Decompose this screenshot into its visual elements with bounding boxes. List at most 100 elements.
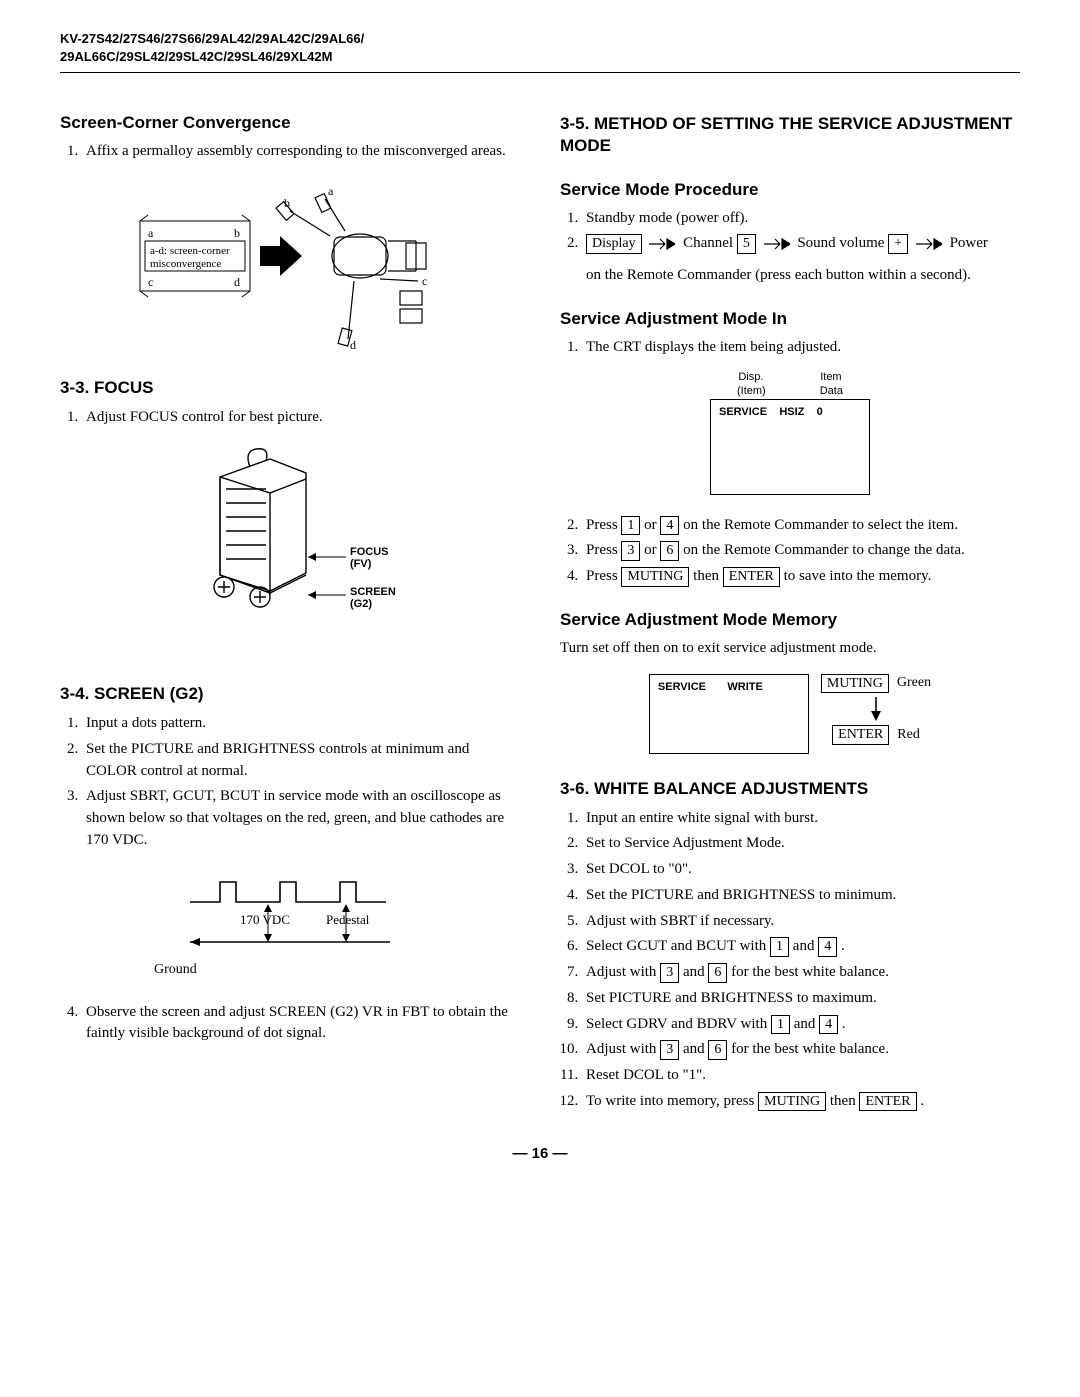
svg-text:170 VDC: 170 VDC [240, 912, 290, 927]
proc-tail: on the Remote Commander (press each butt… [586, 265, 1020, 287]
svg-text:d: d [350, 338, 356, 351]
svg-text:SCREEN: SCREEN [350, 586, 396, 598]
crt-data: Data [820, 385, 843, 397]
modein-s2: Press 1 or 4 on the Remote Commander to … [582, 515, 1020, 537]
key-muting-2: MUTING [821, 674, 889, 694]
page-number: — 16 — [60, 1145, 1020, 1162]
crt-figure: Disp. Item (Item) Data SERVICE HSIZ 0 [710, 371, 870, 495]
corner-title: Screen-Corner Convergence [60, 113, 520, 133]
left-column: Screen-Corner Convergence Affix a permal… [60, 113, 520, 1116]
key-5: 5 [737, 234, 756, 254]
proc-s1: Standby mode (power off). [582, 208, 1020, 230]
crt-hsiz: HSIZ [779, 406, 804, 418]
permalloy-figure: a b a-d: screen-corner misconvergence c … [60, 181, 520, 351]
method-title: 3-5. METHOD OF SETTING THE SERVICE ADJUS… [560, 113, 1020, 157]
arrow-icon [649, 238, 675, 250]
mem-green: Green [897, 675, 931, 691]
svg-text:a: a [148, 226, 154, 240]
key-3: 3 [621, 541, 640, 561]
svg-text:b: b [234, 226, 240, 240]
svg-text:FOCUS: FOCUS [350, 546, 389, 558]
screen-s2: Set the PICTURE and BRIGHTNESS controls … [82, 739, 520, 783]
screen-s4: Observe the screen and adjust SCREEN (G2… [82, 1002, 520, 1046]
svg-text:(FV): (FV) [350, 558, 372, 570]
diag-box-line2: misconvergence [150, 258, 221, 270]
focus-figure: FOCUS (FV) SCREEN (G2) [60, 447, 520, 657]
screen-s3: Adjust SBRT, GCUT, BCUT in service mode … [82, 786, 520, 851]
screen-title: 3-4. SCREEN (G2) [60, 683, 520, 705]
modein-s3: Press 3 or 6 on the Remote Commander to … [582, 540, 1020, 562]
white-s1: Input an entire white signal with burst. [582, 808, 1020, 830]
mem-box: SERVICE WRITE [649, 674, 809, 754]
wave-ground-label: Ground [154, 962, 430, 978]
mem-figure: SERVICE WRITE MUTING Green ENTER Red [560, 674, 1020, 754]
svg-text:(G2): (G2) [350, 598, 372, 610]
screen-s1: Input a dots pattern. [82, 713, 520, 735]
white-s3: Set DCOL to "0". [582, 859, 1020, 881]
white-s9: Select GDRV and BDRV with 1 and 4 . [582, 1014, 1020, 1036]
screen-steps-2: Observe the screen and adjust SCREEN (G2… [60, 1002, 520, 1046]
crt-disp: Disp. [738, 371, 763, 383]
models-line2: 29AL66C/29SL42/29SL42C/29SL46/29XL42M [60, 48, 1020, 66]
corner-step-1: Affix a permalloy assembly corresponding… [82, 141, 520, 163]
white-s10: Adjust with 3 and 6 for the best white b… [582, 1039, 1020, 1061]
proc-sound: Sound volume [797, 235, 884, 251]
proc-power: Power [950, 235, 988, 251]
focus-title: 3-3. FOCUS [60, 377, 520, 399]
white-steps: Input an entire white signal with burst.… [560, 808, 1020, 1113]
arrow-icon [916, 238, 942, 250]
focus-steps: Adjust FOCUS control for best picture. [60, 407, 520, 429]
crt-zero: 0 [817, 406, 823, 418]
modein-s1: The CRT displays the item being adjusted… [582, 337, 1020, 359]
white-s7: Adjust with 3 and 6 for the best white b… [582, 962, 1020, 984]
modein-s4: Press MUTING then ENTER to save into the… [582, 566, 1020, 588]
white-s11: Reset DCOL to "1". [582, 1065, 1020, 1087]
models-line1: KV-27S42/27S46/27S66/29AL42/29AL42C/29AL… [60, 30, 1020, 48]
waveform-figure: 170 VDC Pedestal Ground [150, 872, 430, 978]
proc-steps: Standby mode (power off). Display Channe… [560, 208, 1020, 287]
key-enter-2: ENTER [832, 725, 889, 745]
white-s5: Adjust with SBRT if necessary. [582, 911, 1020, 933]
svg-text:c: c [148, 275, 153, 289]
crt-item2: Item [820, 371, 841, 383]
key-display: Display [586, 234, 642, 254]
key-1: 1 [621, 516, 640, 536]
modein-steps-1: The CRT displays the item being adjusted… [560, 337, 1020, 359]
white-s4: Set the PICTURE and BRIGHTNESS to minimu… [582, 885, 1020, 907]
crt-box: SERVICE HSIZ 0 [710, 399, 870, 495]
screen-steps: Input a dots pattern. Set the PICTURE an… [60, 713, 520, 852]
mem-right: MUTING Green ENTER Red [821, 674, 931, 745]
key-plus: + [888, 234, 908, 254]
model-header: KV-27S42/27S46/27S66/29AL42/29AL42C/29AL… [60, 30, 1020, 66]
svg-text:d: d [234, 275, 240, 289]
modein-title: Service Adjustment Mode In [560, 309, 1020, 329]
crt-item1: (Item) [737, 385, 766, 397]
proc-s2: Display Channel 5 Sound volume + Power o… [582, 233, 1020, 287]
key-muting: MUTING [621, 567, 689, 587]
svg-text:a: a [328, 184, 334, 198]
diag-box-line1: a-d: screen-corner [150, 245, 230, 257]
crt-service: SERVICE [719, 406, 767, 418]
down-arrow-icon [869, 697, 883, 721]
modein-steps-2: Press 1 or 4 on the Remote Commander to … [560, 515, 1020, 588]
mem-text: Turn set off then on to exit service adj… [560, 638, 1020, 660]
key-enter: ENTER [723, 567, 780, 587]
white-title: 3-6. WHITE BALANCE ADJUSTMENTS [560, 778, 1020, 800]
white-s12: To write into memory, press MUTING then … [582, 1091, 1020, 1113]
white-s8: Set PICTURE and BRIGHTNESS to maximum. [582, 988, 1020, 1010]
key-4: 4 [660, 516, 679, 536]
white-s2: Set to Service Adjustment Mode. [582, 833, 1020, 855]
mem-title: Service Adjustment Mode Memory [560, 610, 1020, 630]
svg-text:Pedestal: Pedestal [326, 912, 370, 927]
focus-step-1: Adjust FOCUS control for best picture. [82, 407, 520, 429]
white-s6: Select GCUT and BCUT with 1 and 4 . [582, 936, 1020, 958]
header-rule [60, 72, 1020, 73]
svg-text:c: c [422, 274, 427, 288]
mem-red: Red [897, 727, 920, 743]
right-column: 3-5. METHOD OF SETTING THE SERVICE ADJUS… [560, 113, 1020, 1116]
corner-steps: Affix a permalloy assembly corresponding… [60, 141, 520, 163]
proc-title: Service Mode Procedure [560, 180, 1020, 200]
arrow-icon [764, 238, 790, 250]
key-6: 6 [660, 541, 679, 561]
proc-channel: Channel [683, 235, 733, 251]
